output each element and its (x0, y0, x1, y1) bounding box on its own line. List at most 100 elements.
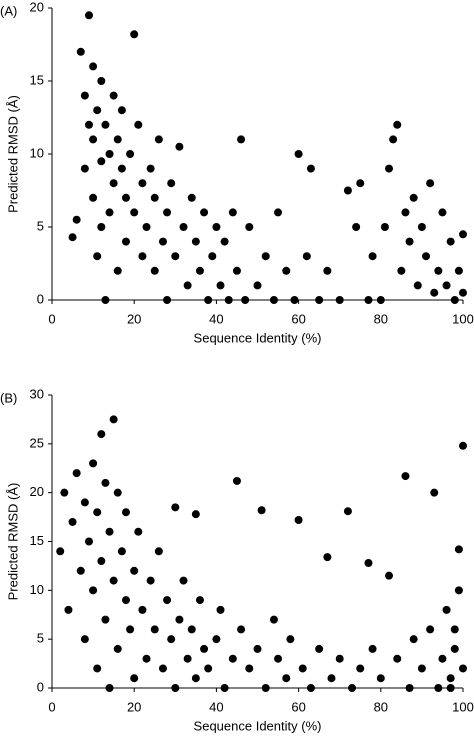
point (459, 230, 467, 239)
point (76, 566, 85, 575)
point (195, 266, 204, 275)
x-tick-label: 40 (209, 699, 223, 714)
point (220, 684, 229, 692)
point (274, 208, 283, 217)
point (200, 208, 209, 217)
x-axis-title: Sequence Identity (%) (194, 330, 322, 345)
point (150, 266, 159, 275)
point (101, 478, 110, 487)
point (343, 186, 352, 195)
point (154, 135, 163, 144)
point (150, 625, 159, 634)
point (60, 488, 69, 497)
point (290, 296, 299, 304)
point (97, 557, 106, 566)
point (459, 441, 467, 450)
point (121, 237, 130, 246)
point (335, 296, 344, 304)
x-tick-label: 100 (452, 699, 474, 714)
point (84, 120, 93, 129)
point (385, 571, 394, 580)
point (446, 684, 455, 692)
point (405, 237, 414, 246)
point (97, 223, 106, 231)
point (426, 625, 435, 634)
point (315, 644, 324, 653)
point (241, 296, 250, 304)
point (93, 508, 102, 517)
point (323, 553, 332, 562)
point (422, 252, 431, 261)
point (56, 547, 65, 556)
point (97, 77, 106, 85)
point (352, 223, 361, 231)
point (80, 635, 89, 644)
y-tick-label: 25 (30, 435, 44, 450)
point (105, 527, 114, 536)
point (459, 288, 467, 297)
point (76, 47, 85, 56)
point (438, 208, 447, 217)
point (80, 498, 89, 507)
point (294, 516, 303, 525)
point (282, 674, 291, 683)
y-tick-label: 20 (30, 0, 44, 14)
point (430, 488, 439, 497)
x-tick-label: 40 (209, 311, 223, 326)
y-tick-label: 0 (37, 679, 44, 694)
point (200, 644, 209, 653)
point (138, 605, 147, 614)
y-tick-label: 30 (30, 386, 44, 401)
point (442, 281, 451, 290)
point (121, 193, 130, 202)
point (204, 296, 213, 304)
point (380, 223, 389, 231)
point (171, 252, 180, 261)
point (261, 252, 270, 261)
panel-label: (A) (0, 3, 17, 18)
point (368, 252, 377, 261)
point (446, 674, 455, 683)
point (93, 252, 102, 261)
point (405, 684, 414, 692)
point (454, 545, 463, 554)
point (327, 674, 336, 683)
y-tick-label: 5 (37, 218, 44, 233)
point (348, 684, 357, 692)
point (237, 625, 246, 634)
point (245, 223, 254, 231)
point (195, 596, 204, 605)
point (113, 266, 122, 275)
point (237, 135, 246, 144)
point (364, 558, 373, 567)
point (109, 415, 118, 424)
point (413, 281, 422, 290)
point (191, 237, 200, 246)
x-tick-label: 0 (48, 311, 55, 326)
point (64, 605, 73, 614)
point (183, 654, 192, 663)
y-tick-label: 5 (37, 631, 44, 646)
point (163, 596, 172, 605)
x-axis-title: Sequence Identity (%) (194, 718, 322, 733)
point (216, 605, 225, 614)
point (438, 654, 447, 663)
point (434, 684, 443, 692)
point (232, 266, 241, 275)
y-tick-label: 10 (30, 582, 44, 597)
point (89, 586, 98, 595)
point (343, 507, 352, 516)
x-tick-label: 80 (374, 311, 388, 326)
point (450, 644, 459, 653)
x-tick-label: 60 (291, 311, 305, 326)
point (101, 120, 110, 129)
point (417, 223, 426, 231)
point (179, 576, 188, 585)
point (130, 566, 139, 575)
point (208, 252, 217, 261)
point (450, 625, 459, 634)
point (220, 237, 229, 246)
point (306, 164, 315, 173)
point (109, 91, 118, 100)
